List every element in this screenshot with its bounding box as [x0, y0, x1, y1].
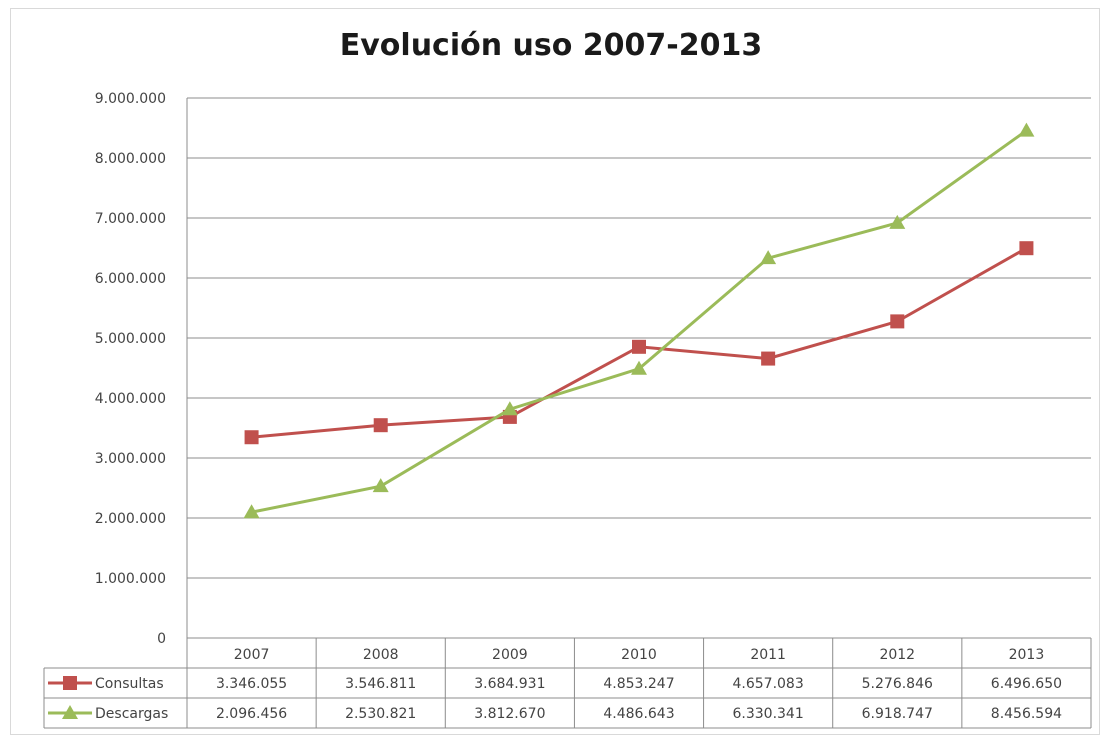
point-marker-descargas — [631, 360, 647, 375]
point-marker-consultas — [632, 339, 646, 354]
point-marker-descargas — [243, 504, 260, 519]
chart-title: Evolución uso 2007-2013 — [339, 28, 763, 63]
data-cell: 3.546.811 — [345, 676, 416, 692]
y-tick-label: 4.000.000 — [95, 391, 166, 407]
data-cell: 6.330.341 — [733, 706, 804, 722]
point-marker-consultas — [244, 430, 259, 445]
data-cell: 3.812.670 — [474, 706, 545, 722]
data-cell: 3.346.055 — [216, 676, 287, 692]
chart-frame — [10, 8, 1100, 735]
data-cell: 5.276.846 — [862, 676, 933, 692]
legend-marker-consultas — [63, 676, 77, 690]
data-cell: 2.530.821 — [345, 706, 416, 722]
y-tick-label: 1.000.000 — [95, 571, 166, 587]
data-cell: 6.496.650 — [991, 676, 1062, 692]
category-label: 2011 — [750, 647, 786, 663]
y-tick-label: 7.000.000 — [95, 211, 166, 227]
y-tick-label: 8.000.000 — [95, 151, 166, 167]
y-tick-label: 0 — [157, 631, 166, 647]
data-cell: 4.486.643 — [603, 706, 674, 722]
y-tick-label: 5.000.000 — [95, 331, 166, 347]
point-marker-consultas — [1019, 241, 1034, 256]
legend-label-descargas: Descargas — [95, 706, 168, 722]
category-label: 2008 — [363, 647, 399, 663]
data-cell: 4.657.083 — [733, 676, 804, 692]
data-cell: 4.853.247 — [603, 676, 674, 692]
data-cell: 8.456.594 — [991, 706, 1062, 722]
data-cell: 3.684.931 — [474, 676, 545, 692]
y-tick-label: 2.000.000 — [95, 511, 166, 527]
category-label: 2013 — [1009, 647, 1045, 663]
category-label: 2010 — [621, 647, 657, 663]
point-marker-descargas — [1018, 122, 1035, 137]
point-marker-descargas — [501, 401, 518, 416]
data-cell: 6.918.747 — [862, 706, 933, 722]
point-marker-descargas — [889, 214, 906, 229]
point-marker-consultas — [761, 351, 776, 366]
series-line-descargas — [251, 129, 1028, 514]
point-marker-consultas — [373, 418, 388, 433]
category-label: 2012 — [879, 647, 915, 663]
legend-label-consultas: Consultas — [95, 676, 164, 692]
y-tick-label: 9.000.000 — [95, 91, 166, 107]
y-tick-label: 6.000.000 — [95, 271, 166, 287]
y-tick-label: 3.000.000 — [95, 451, 166, 467]
point-marker-descargas — [760, 250, 777, 265]
point-marker-descargas — [372, 478, 389, 493]
data-cell: 2.096.456 — [216, 706, 287, 722]
point-marker-consultas — [890, 314, 905, 329]
category-label: 2007 — [234, 647, 270, 663]
legend-marker-descargas — [62, 705, 78, 719]
category-label: 2009 — [492, 647, 528, 663]
